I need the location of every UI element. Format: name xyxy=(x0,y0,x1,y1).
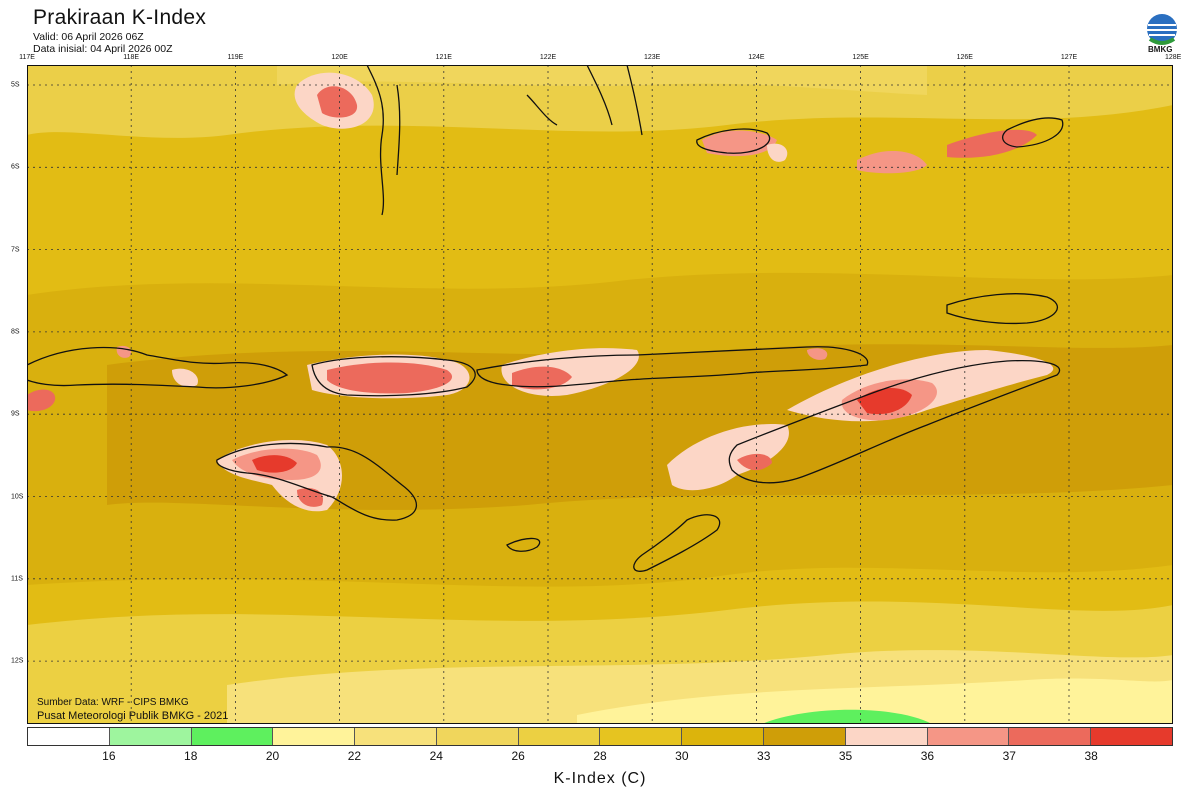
colorbar-label: 22 xyxy=(347,749,362,763)
patch-sabu-outer xyxy=(667,424,789,491)
valid-time: Valid: 06 April 2026 06Z xyxy=(33,31,144,43)
colorbar-swatch xyxy=(927,728,1010,745)
colorbar-swatch xyxy=(1091,728,1172,745)
lon-tick-label: 123E xyxy=(644,54,661,61)
colorbar-label: 38 xyxy=(1084,749,1098,763)
patch-lombok xyxy=(27,389,56,412)
lon-tick-label: 125E xyxy=(852,54,869,61)
colorbar-swatch xyxy=(109,728,192,745)
field-band-south-lighter xyxy=(577,678,1173,724)
bmkg-logo-icon xyxy=(1147,14,1177,45)
lat-tick-label: 7S xyxy=(11,246,20,254)
lon-tick-label: 119E xyxy=(227,54,244,61)
patch-sulawesi-core xyxy=(317,86,358,118)
colorbar-swatch xyxy=(845,728,928,745)
lon-tick-label: 117E xyxy=(19,54,35,61)
lon-tick-label: 118E xyxy=(123,54,140,61)
colorbar-title: K-Index (C) xyxy=(553,770,647,787)
colorbar-label: 30 xyxy=(675,749,689,763)
colorbar-label: 36 xyxy=(920,749,935,763)
k-index-map xyxy=(27,65,1173,724)
field-band-north-light xyxy=(277,65,927,95)
patch-alor xyxy=(807,348,828,360)
colorbar-label: 20 xyxy=(265,749,280,763)
source-line-2: Pusat Meteorologi Publik BMKG - 2021 xyxy=(37,710,229,722)
patch-sumba-east xyxy=(297,488,323,507)
colorbar-swatch xyxy=(273,728,356,745)
logo-label: BMKG xyxy=(1148,45,1173,54)
colorbar xyxy=(27,727,1173,746)
patch-sumbawa-core xyxy=(327,362,453,394)
graticule xyxy=(27,65,1173,724)
colorbar-label: 26 xyxy=(511,749,525,763)
colorbar-swatch xyxy=(28,728,110,745)
colorbar-label: 33 xyxy=(757,749,771,763)
lat-tick-label: 9S xyxy=(11,410,20,418)
colorbar-swatch xyxy=(764,728,846,745)
lon-tick-label: 121E xyxy=(435,54,452,61)
colorbar-label: 37 xyxy=(1002,749,1016,763)
lon-tick-label: 126E xyxy=(956,54,973,61)
source-line-1: Sumber Data: WRF - CIPS BMKG xyxy=(37,697,189,708)
patch-sumba-core xyxy=(252,455,297,473)
patch-bali xyxy=(172,368,198,387)
lon-tick-label: 128E xyxy=(1165,54,1182,61)
patch-small-1 xyxy=(767,143,788,162)
lat-tick-label: 11S xyxy=(11,575,23,583)
colorbar-swatch xyxy=(1009,728,1092,745)
initial-time: Data inisial: 04 April 2026 00Z xyxy=(33,43,173,55)
colorbar-label: 24 xyxy=(429,749,443,763)
colorbar-swatch xyxy=(355,728,437,745)
colorbar-swatch xyxy=(518,728,601,745)
patch-buru xyxy=(947,129,1037,158)
lon-tick-label: 124E xyxy=(748,54,765,61)
colorbar-swatch xyxy=(436,728,519,745)
lat-tick-label: 8S xyxy=(11,328,20,336)
patch-timor-core xyxy=(857,388,912,415)
field-low-green xyxy=(762,709,932,724)
colorbar-swatch xyxy=(191,728,274,745)
colorbar-label: 18 xyxy=(184,749,198,763)
lat-tick-label: 5S xyxy=(11,81,20,89)
colorbar-label: 35 xyxy=(838,749,853,763)
lat-tick-label: 12S xyxy=(11,657,24,665)
lat-tick-label: 10S xyxy=(11,493,24,500)
map-title: Prakiraan K-Index xyxy=(33,6,207,29)
lon-tick-label: 120E xyxy=(331,54,348,61)
patch-sabu-core xyxy=(737,453,772,471)
lon-tick-label: 127E xyxy=(1060,54,1078,61)
lon-tick-label: 122E xyxy=(539,54,557,61)
colorbar-label: 28 xyxy=(593,749,607,763)
lat-tick-label: 6S xyxy=(11,163,20,171)
coastlines xyxy=(27,65,1064,572)
colorbar-label: 16 xyxy=(102,749,116,763)
patch-flores-core xyxy=(512,366,572,390)
colorbar-swatch xyxy=(682,728,765,745)
colorbar-swatch xyxy=(600,728,683,745)
